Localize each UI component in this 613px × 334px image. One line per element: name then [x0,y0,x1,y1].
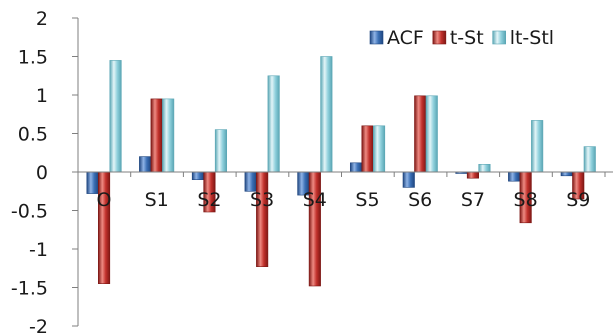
bar-tSt-s6 [425,95,438,173]
y-tick-label: 1.5 [18,47,48,69]
bar-tSt-s7 [478,164,491,173]
category-label-s2: S2 [197,189,221,211]
bar-tSt-s2 [214,129,227,173]
category-label-s5: S5 [355,189,379,211]
legend-label-0: ACF [387,27,424,49]
category-label-s3: S3 [250,189,274,211]
legend-swatch-2 [492,30,506,45]
y-tick-label: 0.5 [18,124,48,146]
bar-tSt-o [109,60,122,173]
bar-tSt-s3 [267,75,280,173]
bar-tSt-s9 [583,146,596,173]
bar-tSt-s4 [320,56,333,173]
y-tick-label: 1 [36,85,48,107]
axes-layer [72,17,613,327]
bar-tSt-s6 [414,95,427,173]
labels-layer: 2 1.5 1 0.5 0 -0.5 -1 -1.5 -2 O S1 S2 S3 S4 S5 S6 S7 S8 S9… [11,8,613,334]
legend: ACF t-St lt-Stl [369,27,554,49]
category-label-s8: S8 [514,189,538,211]
bar-tSt-s5 [372,125,386,173]
bar-ACF-s5 [349,162,363,173]
legend-swatch-1 [432,30,447,45]
category-label-s7: S7 [461,189,485,211]
bar-tSt-s1 [162,98,175,173]
category-label-o: O [97,189,112,211]
bar-ACF-s1 [139,156,152,173]
category-label-s6: S6 [408,189,432,211]
bar-tSt-s8 [531,120,544,173]
bar-tSt-s7 [466,171,480,179]
legend-swatch-0 [369,30,384,45]
y-tick-label: -2 [29,316,48,334]
category-label-s9: S9 [566,189,590,211]
category-label-s1: S1 [145,189,169,211]
bar-ACF-s9 [560,171,573,177]
bar-ACF-s2 [191,171,204,180]
category-label-s4: S4 [303,189,327,211]
y-tick-label: 2 [36,8,48,30]
legend-label-2: lt-Stl [510,27,554,49]
bar-tSt-s1 [150,98,163,173]
y-tick-label: -0.5 [11,201,48,223]
bar-ACF-s6 [402,171,415,188]
bars-layer [86,56,596,287]
bar-tSt-s3 [256,171,269,267]
legend-label-1: t-St [450,27,484,49]
y-tick-label: -1 [29,239,48,261]
y-tick-label: 0 [36,162,48,184]
bar-tSt-s5 [361,125,374,173]
y-tick-label: -1.5 [11,278,48,300]
bar-ACF-s8 [508,171,521,182]
